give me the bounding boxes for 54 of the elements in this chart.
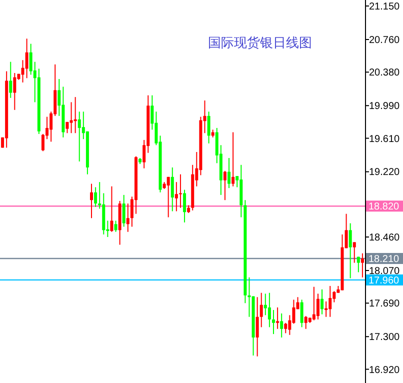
candlestick xyxy=(256,296,259,357)
candlestick xyxy=(166,176,170,218)
candlestick xyxy=(276,306,280,330)
candlestick xyxy=(94,186,98,208)
candlestick xyxy=(260,292,263,328)
candlestick xyxy=(300,299,304,328)
y-tick-label: 20.380 xyxy=(369,68,400,79)
candlestick xyxy=(356,256,360,273)
candlestick xyxy=(70,102,73,134)
candlestick xyxy=(232,132,235,187)
candlestick xyxy=(328,285,332,318)
y-tick-label: 19.990 xyxy=(369,101,400,112)
candlestick xyxy=(110,186,114,232)
candlestick xyxy=(13,72,16,110)
candlestick xyxy=(126,203,130,232)
candlestick xyxy=(78,111,81,162)
candlestick xyxy=(122,194,126,228)
candlestick xyxy=(114,220,118,232)
candlestick xyxy=(25,38,28,79)
candlestick xyxy=(268,292,271,328)
candlestick xyxy=(178,174,182,208)
candlestick xyxy=(280,312,284,338)
y-tick-label: 21.150 xyxy=(369,2,400,13)
candlestick xyxy=(90,183,94,219)
candlestick xyxy=(264,293,267,316)
y-tick-label: 17.300 xyxy=(369,332,400,344)
y-tick-label: 18.460 xyxy=(369,232,400,244)
candlestick xyxy=(272,310,275,335)
y-tick-label: 19.220 xyxy=(369,167,400,178)
candlestick xyxy=(174,182,178,212)
candlestick xyxy=(304,316,308,330)
candlestick xyxy=(312,286,316,321)
candlestick xyxy=(207,111,210,144)
y-tick-label: 17.690 xyxy=(369,298,400,310)
candlestick xyxy=(360,252,364,278)
candlestick xyxy=(348,222,352,279)
candlestick xyxy=(352,242,356,264)
candlestick xyxy=(170,166,174,212)
candlestick xyxy=(29,43,32,76)
candlestick xyxy=(228,158,231,189)
candlestick xyxy=(183,189,186,223)
y-tick-label: 16.920 xyxy=(369,364,400,376)
candlestick xyxy=(284,322,288,334)
ref-line-label: 18.820 xyxy=(368,202,400,213)
candlestick xyxy=(320,288,324,315)
ref-line-label: 17.960 xyxy=(368,275,400,286)
y-tick-label: 19.610 xyxy=(369,134,400,145)
text: 国际现货银日线图 xyxy=(208,35,312,50)
ref-line-label: 18.210 xyxy=(368,254,400,265)
y-tick-label: 18.070 xyxy=(369,266,400,278)
y-tick-label: 20.760 xyxy=(369,35,400,46)
candlestick xyxy=(316,293,320,320)
candlestick xyxy=(9,61,12,98)
candlestick xyxy=(223,170,226,201)
